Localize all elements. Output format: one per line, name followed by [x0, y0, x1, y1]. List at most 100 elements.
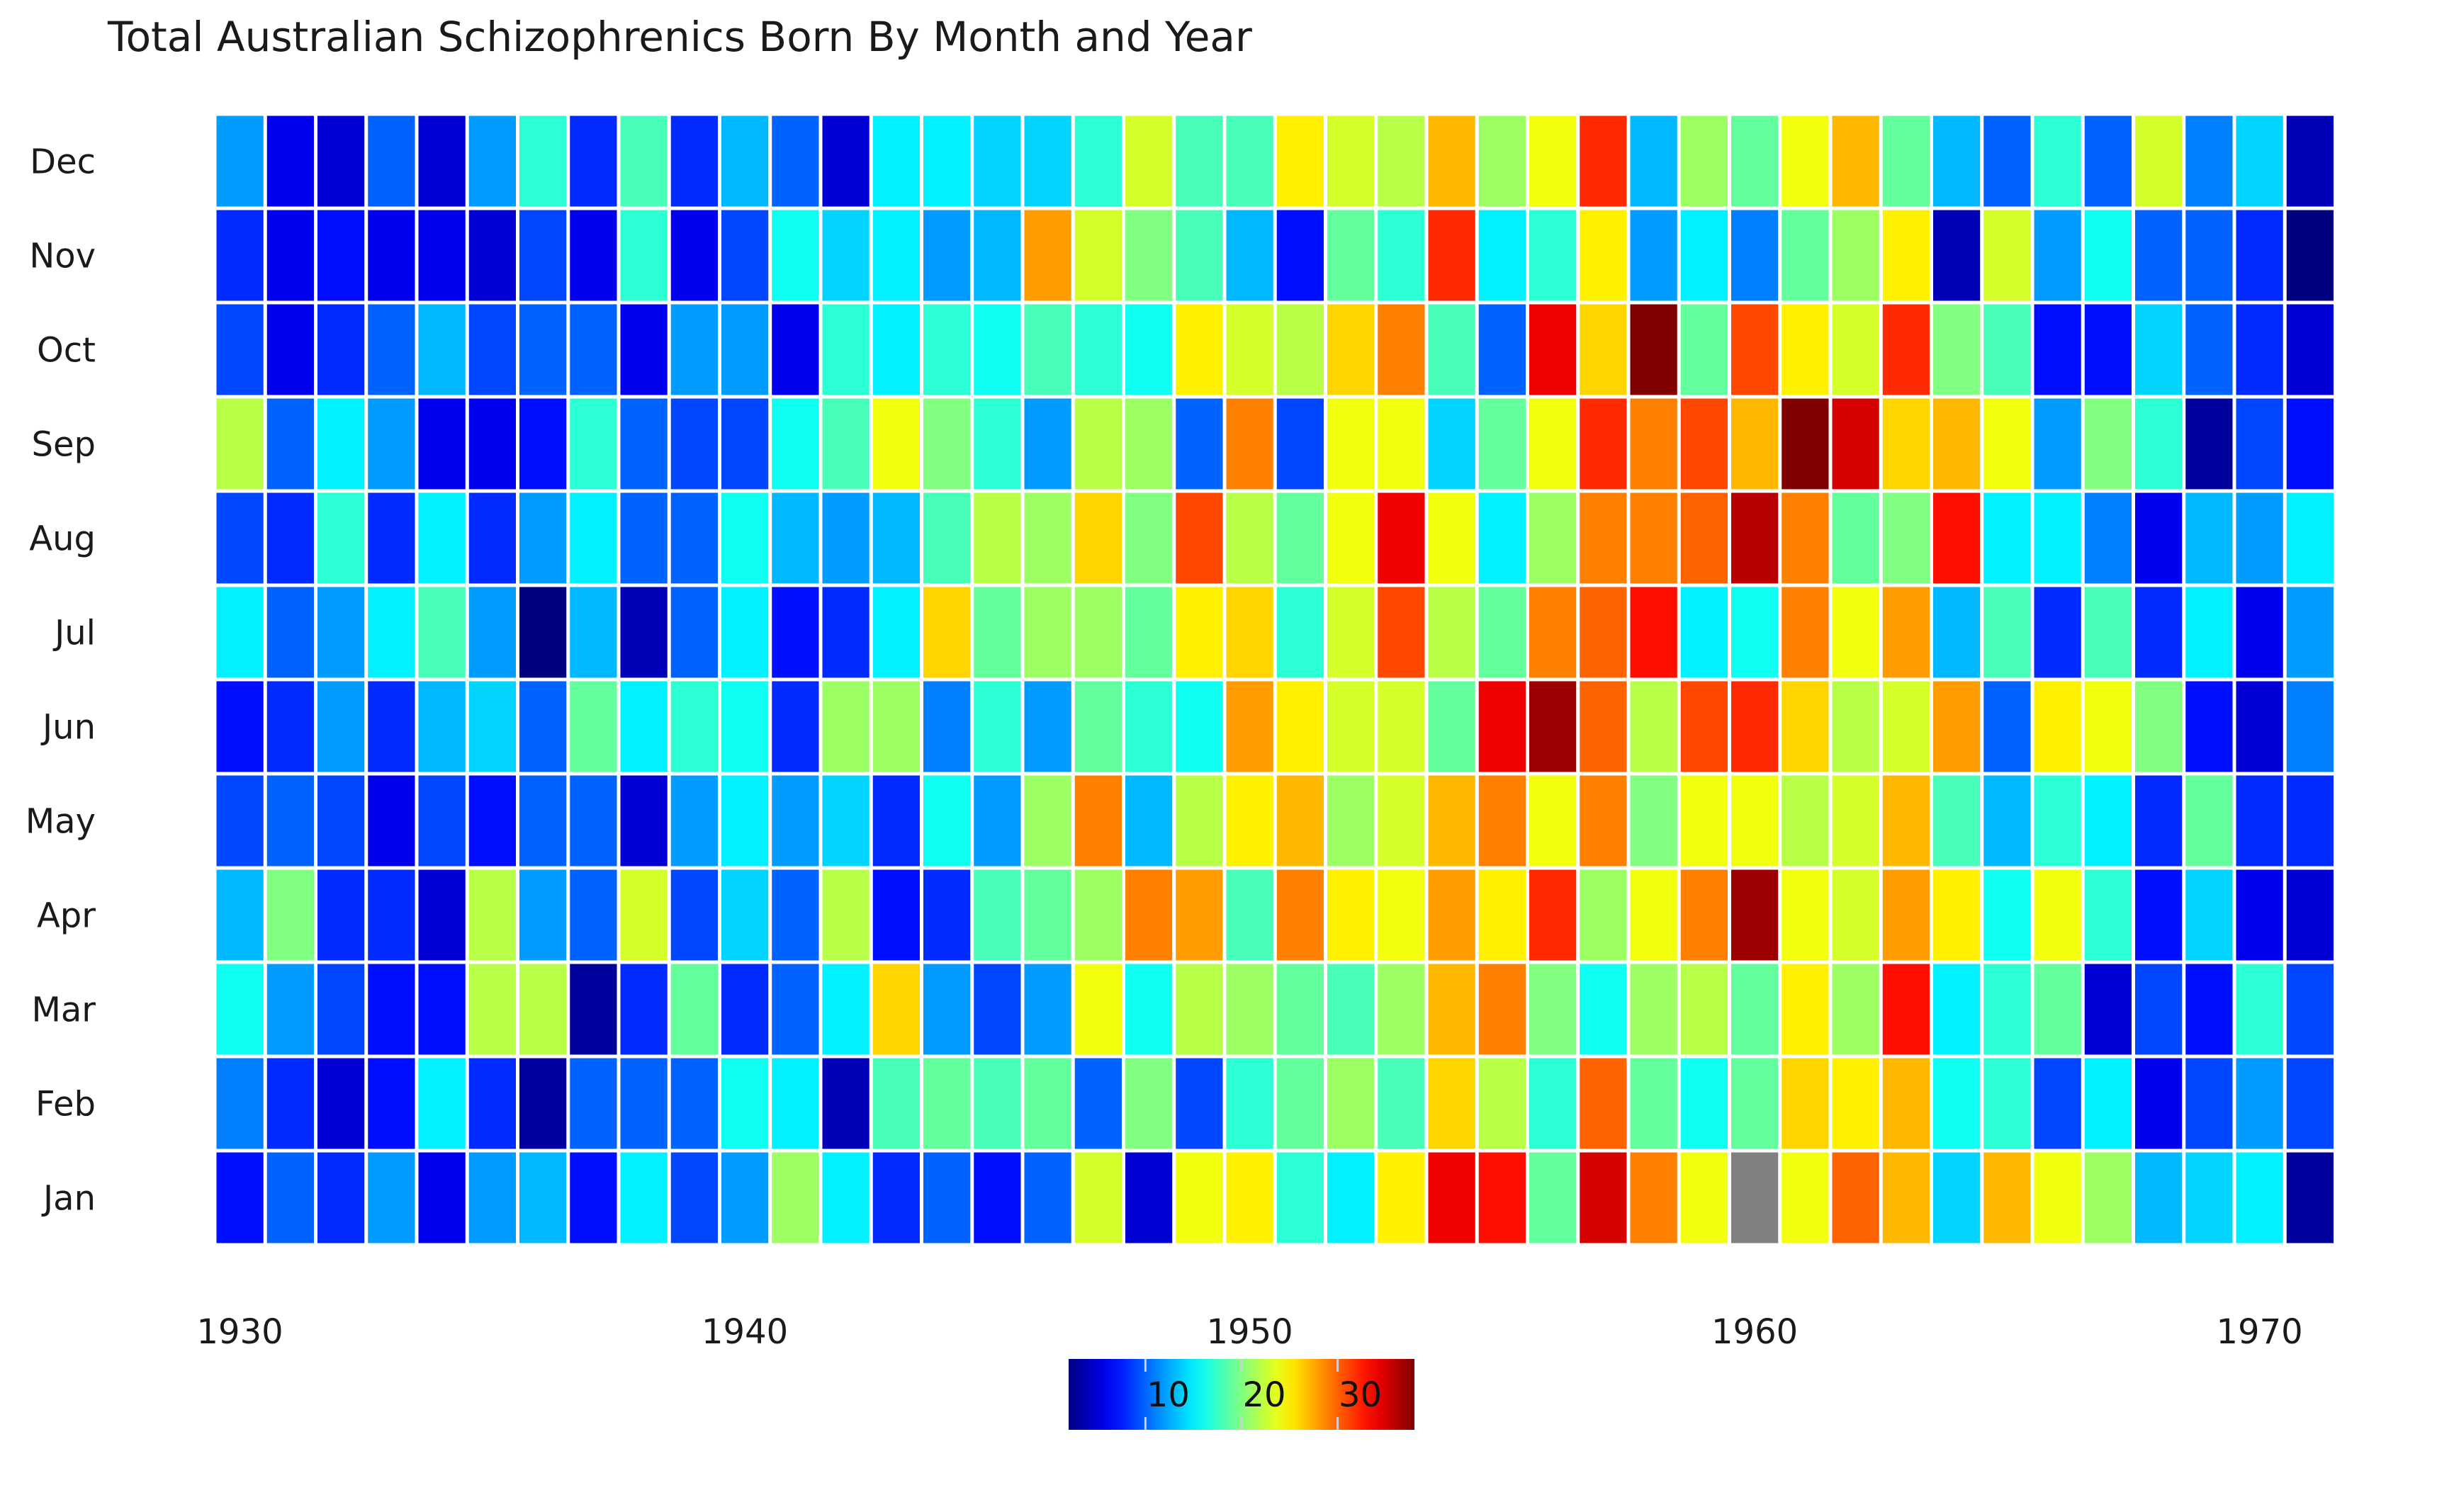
- heatmap-cell-mar-1942: [822, 964, 869, 1055]
- heatmap-cell-apr-1971: [2286, 869, 2334, 961]
- heatmap-cell-jan-1958: [1630, 1152, 1677, 1243]
- heatmap-cell-nov-1962: [1832, 210, 1879, 301]
- heatmap-cell-jan-1941: [772, 1152, 819, 1243]
- heatmap-cell-apr-1960: [1731, 869, 1779, 961]
- heatmap-cell-mar-1952: [1327, 964, 1375, 1055]
- heatmap-cell-oct-1938: [620, 304, 668, 395]
- heatmap-cell-jul-1951: [1276, 587, 1324, 678]
- heatmap-cell-apr-1951: [1276, 869, 1324, 961]
- heatmap-cell-feb-1941: [772, 1058, 819, 1149]
- heatmap-cell-oct-1964: [1933, 304, 1981, 395]
- heatmap-cell-sep-1949: [1176, 398, 1223, 490]
- heatmap-cell-mar-1964: [1933, 964, 1981, 1055]
- heatmap-cell-may-1964: [1933, 775, 1981, 867]
- heatmap-cell-apr-1954: [1428, 869, 1475, 961]
- heatmap-cell-jan-1961: [1782, 1152, 1829, 1243]
- heatmap-cell-jul-1962: [1832, 587, 1879, 678]
- heatmap-cell-nov-1949: [1176, 210, 1223, 301]
- heatmap-cell-sep-1953: [1378, 398, 1425, 490]
- heatmap-cell-dec-1933: [368, 115, 415, 207]
- heatmap-cell-nov-1936: [519, 210, 567, 301]
- heatmap-cell-jan-1945: [974, 1152, 1021, 1243]
- heatmap-cell-feb-1933: [368, 1058, 415, 1149]
- heatmap-cell-apr-1961: [1782, 869, 1829, 961]
- heatmap-cell-feb-1932: [317, 1058, 365, 1149]
- heatmap-cell-aug-1970: [2236, 492, 2283, 584]
- heatmap-cell-jan-1956: [1529, 1152, 1577, 1243]
- heatmap-cell-may-1965: [1983, 775, 2031, 867]
- heatmap-cell-jul-1964: [1933, 587, 1981, 678]
- heatmap-cell-sep-1931: [266, 398, 314, 490]
- heatmap-cell-nov-1943: [872, 210, 920, 301]
- heatmap-cell-sep-1966: [2034, 398, 2081, 490]
- heatmap-cell-jan-1955: [1478, 1152, 1526, 1243]
- heatmap-cell-jan-1951: [1276, 1152, 1324, 1243]
- heatmap-cell-feb-1934: [418, 1058, 466, 1149]
- heatmap-cell-apr-1964: [1933, 869, 1981, 961]
- heatmap-cell-nov-1971: [2286, 210, 2334, 301]
- heatmap-cell-jan-1944: [923, 1152, 971, 1243]
- heatmap-cell-apr-1967: [2084, 869, 2132, 961]
- heatmap-cell-jul-1937: [570, 587, 617, 678]
- heatmap-cell-aug-1943: [872, 492, 920, 584]
- heatmap-cell-feb-1968: [2135, 1058, 2183, 1149]
- heatmap-cell-nov-1944: [923, 210, 971, 301]
- heatmap-cell-oct-1940: [721, 304, 769, 395]
- heatmap-cell-aug-1962: [1832, 492, 1879, 584]
- heatmap-cell-aug-1941: [772, 492, 819, 584]
- heatmap-cell-mar-1953: [1378, 964, 1425, 1055]
- heatmap-cell-may-1956: [1529, 775, 1577, 867]
- heatmap-cell-jan-1942: [822, 1152, 869, 1243]
- heatmap-cell-aug-1955: [1478, 492, 1526, 584]
- heatmap-cell-feb-1969: [2185, 1058, 2233, 1149]
- heatmap-cell-nov-1934: [418, 210, 466, 301]
- heatmap-cell-jan-1954: [1428, 1152, 1475, 1243]
- heatmap-cell-apr-1962: [1832, 869, 1879, 961]
- heatmap-cell-apr-1959: [1680, 869, 1728, 961]
- heatmap-cell-nov-1966: [2034, 210, 2081, 301]
- heatmap-cell-aug-1952: [1327, 492, 1375, 584]
- heatmap-cell-jun-1934: [418, 681, 466, 772]
- heatmap-cell-nov-1956: [1529, 210, 1577, 301]
- heatmap-cell-mar-1967: [2084, 964, 2132, 1055]
- heatmap-cell-apr-1957: [1580, 869, 1627, 961]
- heatmap-cell-mar-1941: [772, 964, 819, 1055]
- heatmap-cell-feb-1966: [2034, 1058, 2081, 1149]
- heatmap-cell-jan-1970: [2236, 1152, 2283, 1243]
- heatmap-cell-jan-1949: [1176, 1152, 1223, 1243]
- heatmap-cell-dec-1964: [1933, 115, 1981, 207]
- heatmap-cell-mar-1966: [2034, 964, 2081, 1055]
- colorbar-tick-label-10: 10: [1147, 1375, 1190, 1415]
- heatmap-cell-oct-1932: [317, 304, 365, 395]
- heatmap-cell-apr-1949: [1176, 869, 1223, 961]
- heatmap-cell-jun-1948: [1125, 681, 1173, 772]
- heatmap-cell-jul-1959: [1680, 587, 1728, 678]
- heatmap-cell-jul-1943: [872, 587, 920, 678]
- heatmap-cell-jun-1952: [1327, 681, 1375, 772]
- heatmap-cell-jan-1962: [1832, 1152, 1879, 1243]
- heatmap-cell-feb-1944: [923, 1058, 971, 1149]
- heatmap-cell-mar-1932: [317, 964, 365, 1055]
- heatmap-cell-jun-1933: [368, 681, 415, 772]
- heatmap-cell-mar-1947: [1074, 964, 1122, 1055]
- heatmap-cell-feb-1943: [872, 1058, 920, 1149]
- heatmap-cell-sep-1971: [2286, 398, 2334, 490]
- heatmap-cell-dec-1950: [1226, 115, 1273, 207]
- heatmap-cell-mar-1930: [216, 964, 264, 1055]
- heatmap-cell-nov-1951: [1276, 210, 1324, 301]
- heatmap-cell-oct-1960: [1731, 304, 1779, 395]
- heatmap-cell-dec-1953: [1378, 115, 1425, 207]
- heatmap-cell-mar-1956: [1529, 964, 1577, 1055]
- heatmap-cell-feb-1963: [1882, 1058, 1930, 1149]
- heatmap-cell-mar-1957: [1580, 964, 1627, 1055]
- heatmap-cell-jun-1941: [772, 681, 819, 772]
- heatmap-cell-sep-1932: [317, 398, 365, 490]
- heatmap-cell-aug-1939: [670, 492, 718, 584]
- heatmap-cell-jul-1944: [923, 587, 971, 678]
- heatmap-cell-may-1954: [1428, 775, 1475, 867]
- heatmap-cell-may-1931: [266, 775, 314, 867]
- heatmap-cell-jun-1963: [1882, 681, 1930, 772]
- heatmap-cell-jun-1971: [2286, 681, 2334, 772]
- y-tick-label-aug: Aug: [29, 519, 96, 559]
- heatmap-cell-apr-1966: [2034, 869, 2081, 961]
